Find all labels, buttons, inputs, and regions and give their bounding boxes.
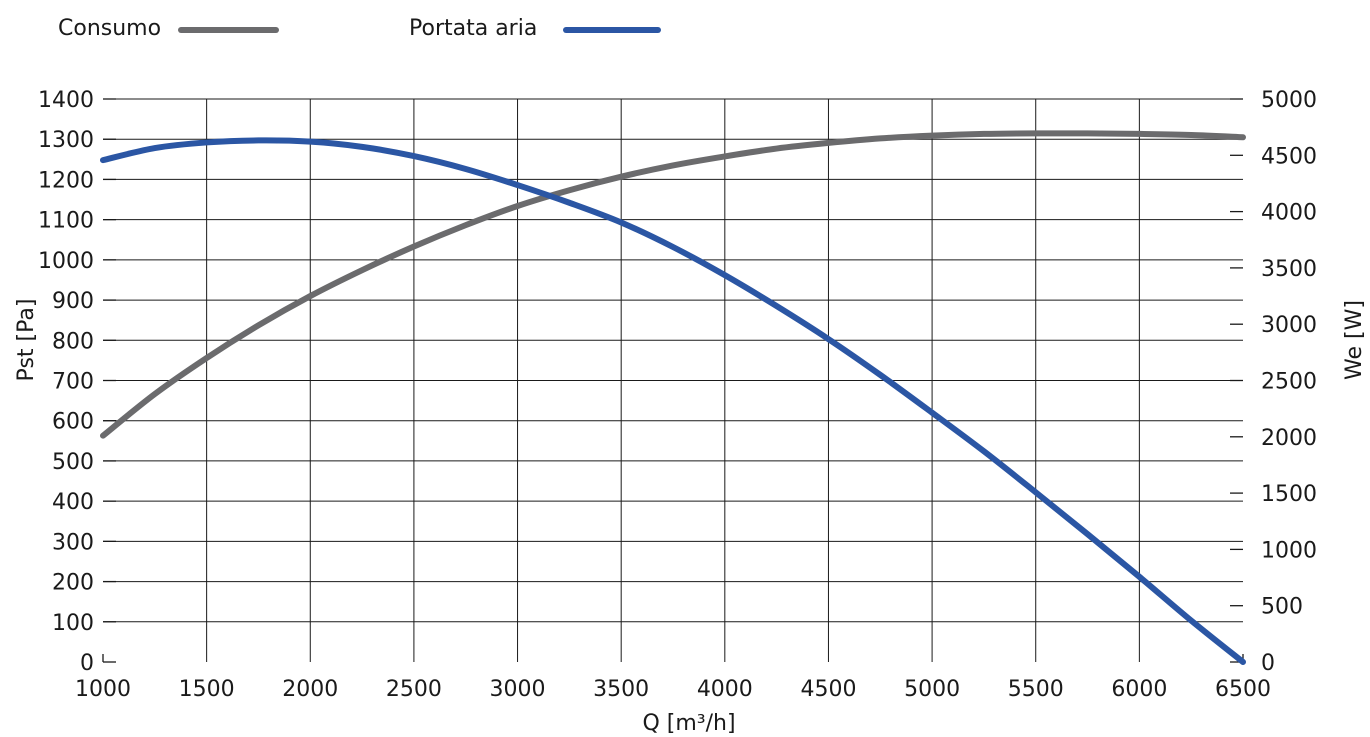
x-tick-label: 1500 (179, 677, 235, 702)
y-left-tick-label: 1000 (38, 249, 94, 274)
y-left-tick-label: 100 (52, 611, 94, 636)
x-tick-label: 3500 (593, 677, 649, 702)
x-tick-label: 6500 (1215, 677, 1271, 702)
x-tick-label: 5500 (1008, 677, 1064, 702)
y-right-axis-title: We [W] (1342, 300, 1367, 380)
x-axis-title: Q [m³/h] (642, 711, 735, 736)
x-tick-label: 1000 (75, 677, 131, 702)
grid (103, 98, 1243, 662)
y-right-tick-label: 2000 (1261, 426, 1317, 451)
x-tick-label: 4500 (800, 677, 856, 702)
y-left-tick-label: 400 (52, 490, 94, 515)
y-left-tick-label: 500 (52, 450, 94, 475)
x-tick-label: 2000 (282, 677, 338, 702)
y-right-tick-label: 4000 (1261, 201, 1317, 226)
legend-label-consumo: Consumo (58, 16, 161, 41)
x-tick-label: 4000 (697, 677, 753, 702)
y-left-tick-label: 300 (52, 530, 94, 555)
x-tick-label: 3000 (490, 677, 546, 702)
series-layer (100, 130, 1246, 665)
y-left-tick-label: 600 (52, 410, 94, 435)
y-left-tick-label: 900 (52, 289, 94, 314)
series-line-consumo (100, 130, 1246, 439)
right-axis: 0 500 1000 1500 2000 2500 3000 3500 4000 4500 5000 (1230, 88, 1317, 676)
y-left-tick-label: 0 (80, 651, 94, 676)
x-axis: 1000 1500 2000 2500 3000 3500 4000 4500 5000 5500… (75, 677, 1271, 702)
y-right-tick-label: 5000 (1261, 88, 1317, 113)
y-left-tick-label: 1100 (38, 209, 94, 234)
y-right-tick-label: 3500 (1261, 257, 1317, 282)
y-left-tick-label: 700 (52, 370, 94, 395)
y-left-tick-label: 1300 (38, 128, 94, 153)
y-right-tick-label: 4500 (1261, 144, 1317, 169)
left-axis: 0 100 200 300 400 500 600 700 800 900 1000 1100 1200… (38, 88, 116, 676)
legend: Consumo Portata aria (58, 16, 661, 41)
y-left-tick-label: 800 (52, 329, 94, 354)
y-right-tick-label: 1500 (1261, 482, 1317, 507)
y-right-tick-label: 500 (1261, 595, 1303, 620)
x-tick-label: 5000 (904, 677, 960, 702)
series-line-portata-aria (100, 137, 1246, 665)
y-right-tick-label: 2500 (1261, 370, 1317, 395)
y-left-tick-label: 1200 (38, 168, 94, 193)
x-tick-label: 2500 (386, 677, 442, 702)
y-right-tick-label: 3000 (1261, 313, 1317, 338)
x-tick-label: 6000 (1111, 677, 1167, 702)
y-left-tick-label: 200 (52, 571, 94, 596)
y-right-tick-label: 0 (1261, 651, 1275, 676)
y-left-axis-title: Pst [Pa] (14, 299, 39, 382)
legend-label-portata-aria: Portata aria (409, 16, 537, 41)
y-right-tick-label: 1000 (1261, 538, 1317, 563)
y-left-tick-label: 1400 (38, 88, 94, 113)
